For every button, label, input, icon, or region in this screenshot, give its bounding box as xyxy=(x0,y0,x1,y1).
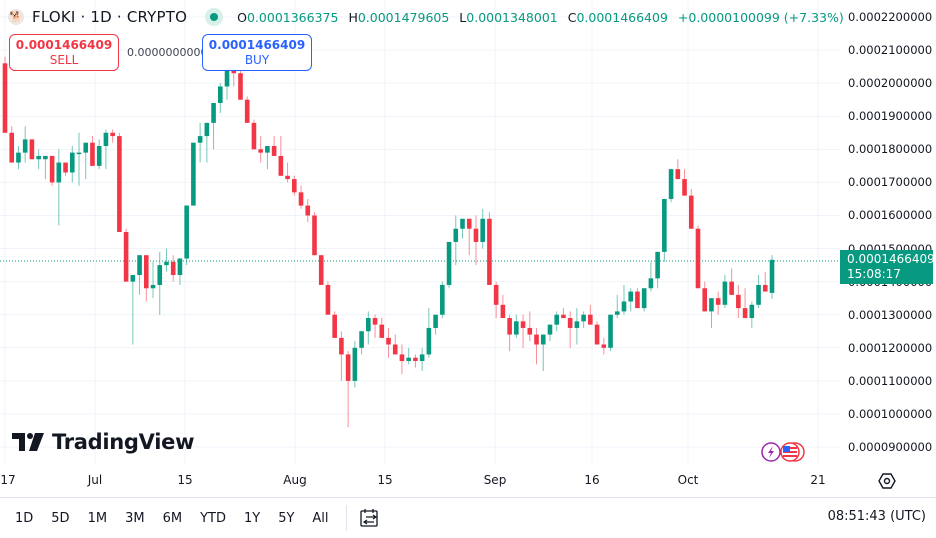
price-axis-tick: 0.0000900000 xyxy=(848,440,933,455)
floki-coin-icon[interactable]: 🐕 xyxy=(8,9,24,25)
toolbar-divider xyxy=(345,505,347,531)
tradingview-logo-icon xyxy=(12,433,44,451)
range-1d-button[interactable]: 1D xyxy=(15,510,34,526)
ohlc-values: O0.0001366375 H0.0001479605 L0.000134800… xyxy=(237,10,850,25)
range-all-button[interactable]: All xyxy=(312,510,329,526)
last-price-tag: 0.0001466409 15:08:17 xyxy=(840,250,935,284)
tradingview-logo[interactable]: TradingView xyxy=(12,430,194,454)
bottom-toolbar: 1D 5D 1M 3M 6M YTD 1Y 5Y All 08:51:43 (U… xyxy=(0,497,936,538)
time-axis-tick: 15 xyxy=(377,473,393,487)
price-axis-tick: 0.0001700000 xyxy=(848,175,933,190)
time-axis-tick: Jul xyxy=(87,473,103,487)
low-value: 0.0001348001 xyxy=(466,9,558,25)
time-axis-tick: Oct xyxy=(677,473,699,487)
price-axis-tick: 0.0002000000 xyxy=(848,76,933,91)
date-range-compare-icon[interactable] xyxy=(359,507,381,529)
time-axis-tick: 15 xyxy=(177,473,193,487)
range-1y-button[interactable]: 1Y xyxy=(243,510,261,526)
symbol-title[interactable]: FLOKI · 1D · CRYPTO xyxy=(32,8,188,26)
range-6m-button[interactable]: 6M xyxy=(162,510,183,526)
price-chart-canvas[interactable] xyxy=(0,0,840,465)
utc-clock[interactable]: 08:51:43 (UTC) xyxy=(827,509,926,524)
sell-button[interactable]: 0.0001466409 SELL xyxy=(9,34,119,71)
close-value: 0.0001466409 xyxy=(576,9,668,25)
time-axis-tick: 17 xyxy=(0,473,16,487)
buy-label: BUY xyxy=(244,52,270,67)
price-axis-tick: 0.0002100000 xyxy=(848,43,933,58)
range-ytd-button[interactable]: YTD xyxy=(200,510,226,526)
close-label: C xyxy=(567,9,577,25)
price-axis-tick: 0.0002200000 xyxy=(848,10,933,24)
price-axis-tick: 0.0001600000 xyxy=(848,208,933,223)
tradingview-logo-text: TradingView xyxy=(52,430,195,454)
low-label: L xyxy=(459,9,467,25)
range-3m-button[interactable]: 3M xyxy=(125,510,145,526)
high-value: 0.0001479605 xyxy=(357,9,450,25)
price-change: +0.0000100099 (+7.33%) xyxy=(677,9,844,25)
sell-price: 0.0001466409 xyxy=(15,37,113,52)
time-axis-tick: 16 xyxy=(584,473,600,487)
price-axis-tick: 0.0001000000 xyxy=(848,406,933,421)
price-axis-tick: 0.0001300000 xyxy=(848,307,933,322)
sell-label: SELL xyxy=(49,52,79,67)
chart-grid xyxy=(0,0,840,465)
open-label: O xyxy=(237,9,247,25)
range-5d-button[interactable]: 5D xyxy=(51,510,70,526)
price-axis-tick: 0.0001200000 xyxy=(848,340,933,355)
time-axis-tick: 21 xyxy=(810,473,826,487)
price-axis-tick: 0.0001100000 xyxy=(848,373,933,388)
chart-legend-header: 🐕 FLOKI · 1D · CRYPTO O0.0001366375 H0.0… xyxy=(8,6,850,28)
chart-settings-icon[interactable] xyxy=(878,472,896,490)
economic-events-icons[interactable] xyxy=(760,441,810,463)
price-axis-tick: 0.0001900000 xyxy=(848,109,933,124)
spread-value: 0.0000000000 xyxy=(127,46,208,59)
market-open-status-icon[interactable] xyxy=(205,8,224,26)
buy-button[interactable]: 0.0001466409 BUY xyxy=(202,34,312,71)
time-axis-tick: Sep xyxy=(483,473,507,487)
range-5y-button[interactable]: 5Y xyxy=(278,510,295,526)
open-value: 0.0001366375 xyxy=(246,9,339,25)
bar-countdown: 15:08:17 xyxy=(847,267,901,281)
candlestick-series xyxy=(2,56,775,428)
time-axis-tick: Aug xyxy=(283,473,307,487)
buy-price: 0.0001466409 xyxy=(208,37,306,52)
price-axis-tick: 0.0001800000 xyxy=(848,142,933,157)
last-price-value: 0.0001466409 xyxy=(847,252,935,266)
range-1m-button[interactable]: 1M xyxy=(87,510,108,526)
high-label: H xyxy=(348,9,358,25)
